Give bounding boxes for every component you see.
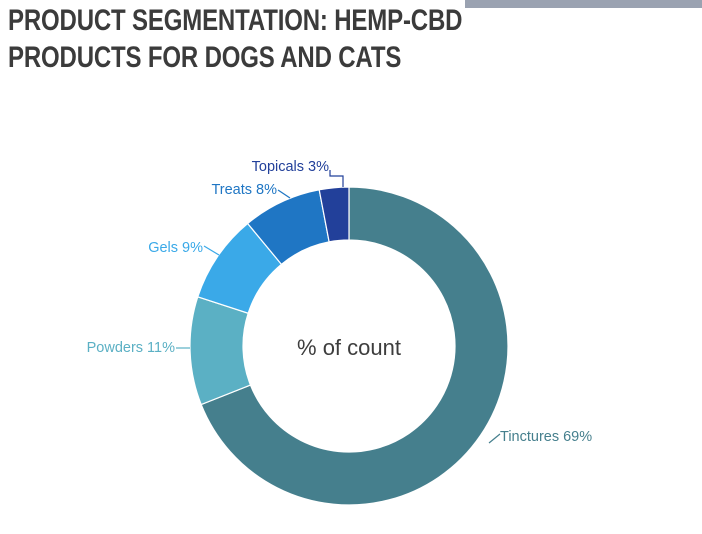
top-accent-bar bbox=[465, 0, 702, 8]
slice-label-topicals: Topicals 3% bbox=[252, 159, 329, 175]
leader-line-topicals bbox=[329, 170, 344, 187]
slice-label-powders: Powders 11% bbox=[87, 340, 175, 356]
slice-label-gels: Gels 9% bbox=[148, 240, 203, 256]
slice-powders[interactable] bbox=[189, 296, 252, 406]
donut-leader-lines bbox=[176, 170, 501, 444]
leader-line-treats bbox=[277, 189, 291, 199]
leader-line-gels bbox=[203, 245, 220, 256]
slice-label-tinctures: Tinctures 69% bbox=[500, 429, 592, 445]
donut-slices bbox=[189, 186, 509, 506]
slice-label-treats: Treats 8% bbox=[211, 182, 277, 198]
leader-line-tinctures bbox=[488, 433, 501, 444]
donut-slice-labels: Tinctures 69% Powders 11% Gels 9% Treats… bbox=[87, 159, 593, 445]
page-title: Product segmentation: Hemp-CBD products … bbox=[8, 4, 463, 74]
slice-tinctures[interactable] bbox=[200, 186, 509, 506]
slice-topicals[interactable] bbox=[318, 186, 350, 243]
donut-center-label: % of count bbox=[297, 335, 401, 360]
